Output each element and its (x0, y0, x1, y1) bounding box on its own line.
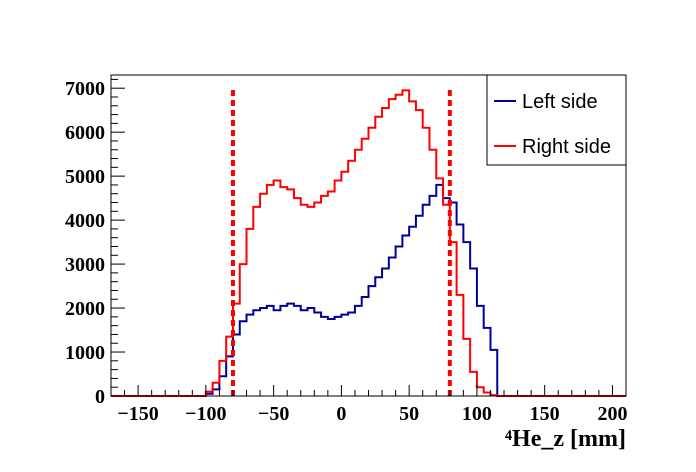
plot-area (111, 88, 626, 397)
legend-label: Left side (522, 91, 598, 113)
x-tick-label: −150 (117, 403, 158, 425)
y-tick-label: 7000 (65, 78, 105, 100)
y-tick-label: 0 (95, 386, 105, 408)
y-tick-label: 5000 (65, 166, 105, 188)
x-axis-label: ⁴He_z [mm] (505, 426, 626, 452)
y-tick-label: 1000 (65, 342, 105, 364)
x-tick-label: −50 (258, 403, 289, 425)
legend-box (486, 74, 627, 166)
x-tick-label: 150 (530, 403, 560, 425)
x-tick-label: 100 (462, 403, 492, 425)
x-tick-label: −100 (185, 403, 226, 425)
x-tick-label: 200 (597, 403, 627, 425)
y-tick-label: 3000 (65, 254, 105, 276)
y-tick-label: 4000 (65, 210, 105, 232)
x-tick-label: 50 (399, 403, 419, 425)
legend: Left side Right side (486, 74, 627, 166)
legend-label: Right side (522, 136, 611, 158)
y-tick-label: 6000 (65, 122, 105, 144)
axes: −150 −100 −50 0 50 100 150 20001000200030004000… (65, 74, 627, 425)
y-tick-label: 2000 (65, 298, 105, 320)
x-tick-label: 0 (336, 403, 346, 425)
